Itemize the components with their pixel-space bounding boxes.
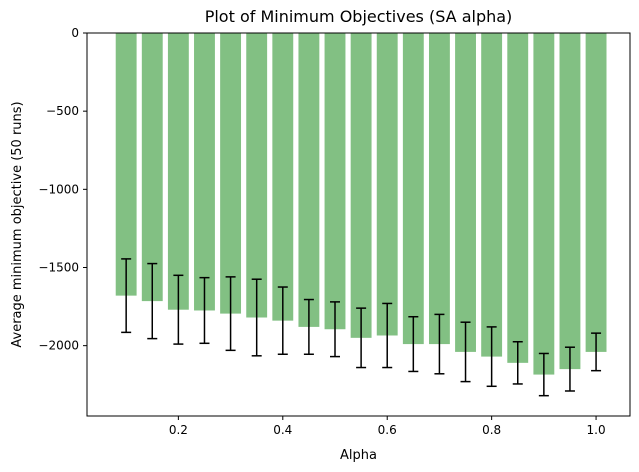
bar — [533, 33, 555, 375]
x-ticks: 0.2 0.4 0.6 0.8 1.0 — [169, 416, 606, 437]
y-tick-label: −1000 — [38, 182, 79, 196]
x-tick-label: 0.6 — [378, 423, 397, 437]
error-bar — [277, 286, 288, 356]
bar — [324, 33, 346, 330]
bar — [428, 33, 450, 345]
y-tick-label: −500 — [46, 104, 79, 118]
bar — [402, 33, 424, 345]
error-bar — [121, 258, 132, 334]
plot-frame — [86, 32, 631, 417]
x-tick-label: 0.4 — [273, 423, 292, 437]
x-tick-label: 0.2 — [169, 423, 188, 437]
bar — [376, 33, 398, 336]
error-bar — [303, 298, 314, 356]
bar — [272, 33, 294, 321]
x-tick-label: 1.0 — [587, 423, 606, 437]
error-bar — [147, 262, 158, 340]
y-tick-label: 0 — [71, 26, 79, 40]
bar — [167, 33, 189, 310]
error-bar — [330, 301, 341, 358]
bar — [246, 33, 268, 318]
bar — [350, 33, 372, 338]
y-tick-label: −2000 — [38, 339, 79, 353]
error-bar — [591, 332, 602, 372]
chart-title: Plot of Minimum Objectives (SA alpha) — [205, 7, 513, 26]
error-bar — [408, 315, 419, 373]
error-bars-layer — [121, 258, 602, 397]
error-bar — [564, 346, 575, 392]
error-bar — [538, 352, 549, 397]
x-tick-label: 0.8 — [482, 423, 501, 437]
error-bar — [512, 340, 523, 385]
error-bar — [199, 276, 210, 345]
bar — [298, 33, 320, 327]
bar — [220, 33, 242, 314]
bar — [507, 33, 529, 363]
error-bar — [434, 313, 445, 375]
error-bar — [173, 274, 184, 345]
x-axis-label: Alpha — [340, 448, 377, 463]
bar — [194, 33, 215, 311]
bar — [455, 33, 476, 352]
error-bar — [460, 321, 471, 383]
bar — [115, 33, 137, 296]
bar — [559, 33, 581, 370]
bar — [141, 33, 163, 302]
error-bar — [486, 326, 497, 388]
error-bar — [251, 278, 262, 357]
bars-layer — [115, 33, 607, 375]
y-axis-label: Average minimum objective (50 runs) — [10, 101, 25, 347]
error-bar — [356, 307, 367, 369]
bar — [585, 33, 607, 352]
y-tick-label: −1500 — [38, 260, 79, 274]
bar — [481, 33, 503, 357]
error-bar — [225, 276, 236, 352]
error-bar — [382, 302, 393, 369]
y-ticks: 0 −500 −1000 −1500 −2000 — [38, 26, 87, 353]
